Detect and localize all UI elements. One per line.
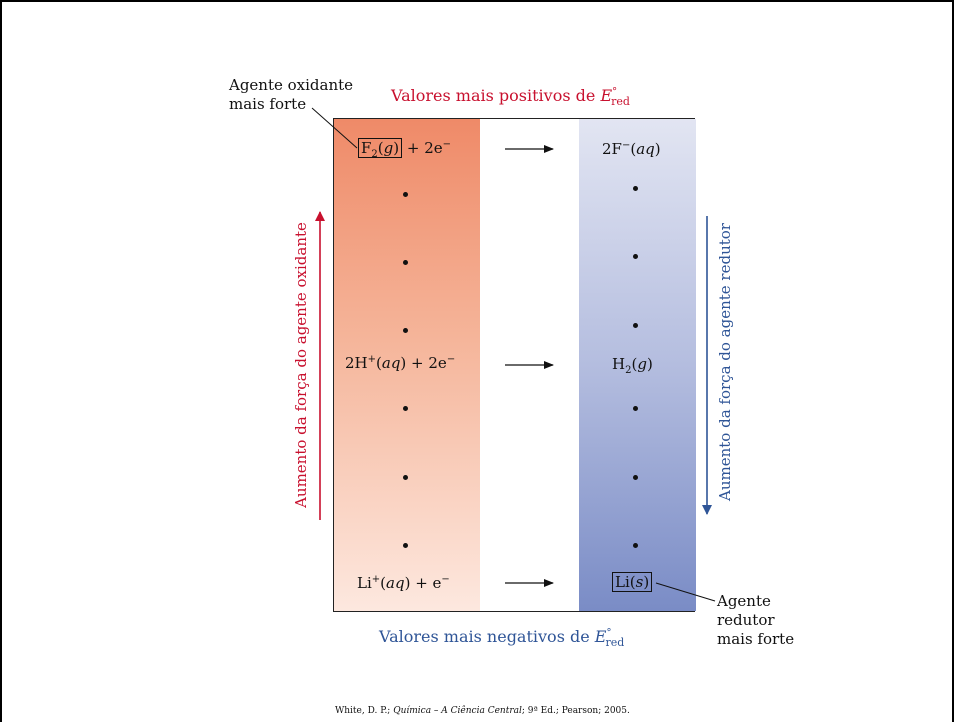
li-product: Li(s) (612, 572, 653, 592)
li-product-main: Li (615, 573, 630, 591)
potential-table (333, 118, 696, 612)
h-product: H2(g) (612, 355, 653, 376)
h-oxidant-rest: + 2e (406, 354, 447, 372)
f2-product-state: aq (636, 140, 655, 158)
f2-product: 2F−(aq) (602, 140, 661, 158)
callout-top-line1: Agente oxidante (229, 76, 354, 94)
h-oxidant-state: aq (381, 354, 401, 372)
dot-left-3 (403, 328, 408, 333)
f2-rest: + 2e (402, 139, 443, 157)
e-symbol: E (600, 86, 613, 105)
e-sub: red (611, 95, 630, 109)
top-title: Valores mais positivos de E°red (391, 86, 630, 108)
f2-product-main: 2F (602, 140, 622, 158)
right-axis-label: Aumento da força do agente redutor (716, 223, 734, 501)
dot-right-1 (633, 186, 638, 191)
e-sub-bottom: red (605, 636, 625, 650)
e-degree: ° (612, 86, 618, 98)
li-oxidant: Li+(aq) + e− (357, 574, 450, 592)
dot-left-2 (403, 260, 408, 265)
li-product-state: s (635, 573, 644, 591)
f2-box: F2(g) (358, 138, 403, 160)
dot-left-4 (403, 406, 408, 411)
dot-right-3 (633, 323, 638, 328)
callout-line-top (311, 107, 358, 149)
citation: White, D. P.; Química – A Ciência Centra… (335, 706, 630, 716)
top-title-text: Valores mais positivos de (391, 86, 601, 105)
f2-product-charge: − (621, 140, 631, 151)
dot-right-2 (633, 254, 638, 259)
f2-symbol: F (361, 139, 372, 157)
h-product-state: g (637, 355, 647, 373)
f2-sub: 2 (371, 149, 378, 160)
citation-suffix: ; 9ª Ed.; Pearson; 2005. (521, 706, 630, 716)
li-oxidant-e-charge: − (441, 574, 450, 585)
h-oxidant: 2H+(aq) + 2e− (345, 354, 456, 372)
f2-state: g (383, 139, 394, 157)
li-oxidant-charge: + (371, 574, 381, 585)
li-oxidant-rest: + e (410, 574, 442, 592)
li-oxidant-main: Li (357, 574, 372, 592)
callout-bottom-line3: mais forte (717, 630, 795, 648)
li-oxidant-state: aq (386, 574, 405, 592)
f2-e-charge: − (442, 139, 452, 150)
dot-left-1 (403, 192, 408, 197)
h-oxidant-e-charge: − (446, 354, 456, 365)
h-product-sub: 2 (625, 365, 632, 376)
h-oxidant-main: 2H (345, 354, 368, 372)
oxidant-column (334, 119, 480, 611)
dot-right-6 (633, 543, 638, 548)
left-axis-label: Aumento da força do agente oxidante (292, 222, 310, 508)
dot-right-5 (633, 475, 638, 480)
callout-strongest-reductant: Agente redutor mais forte (717, 592, 794, 649)
reductant-column (579, 119, 696, 611)
h-oxidant-charge: + (367, 354, 377, 365)
callout-top-line2: mais forte (229, 95, 307, 113)
f2-oxidant: F2(g) + 2e− (358, 138, 452, 160)
callout-line-bottom (655, 582, 716, 602)
dot-left-6 (403, 543, 408, 548)
e-degree-bottom: ° (606, 627, 612, 639)
callout-strongest-oxidant: Agente oxidante mais forte (229, 76, 353, 114)
bottom-title-text: Valores mais negativos de (379, 627, 595, 646)
callout-bottom-line2: redutor (717, 611, 775, 629)
h-product-symbol: H (612, 355, 626, 373)
citation-prefix: White, D. P.; (335, 706, 394, 716)
bottom-title: Valores mais negativos de E°red (379, 627, 624, 649)
callout-bottom-line1: Agente (717, 592, 771, 610)
dot-left-5 (403, 475, 408, 480)
dot-right-4 (633, 406, 638, 411)
e-symbol-bottom: E (594, 627, 607, 646)
citation-title: Química – A Ciência Central (393, 706, 522, 716)
li-box: Li(s) (612, 572, 653, 592)
